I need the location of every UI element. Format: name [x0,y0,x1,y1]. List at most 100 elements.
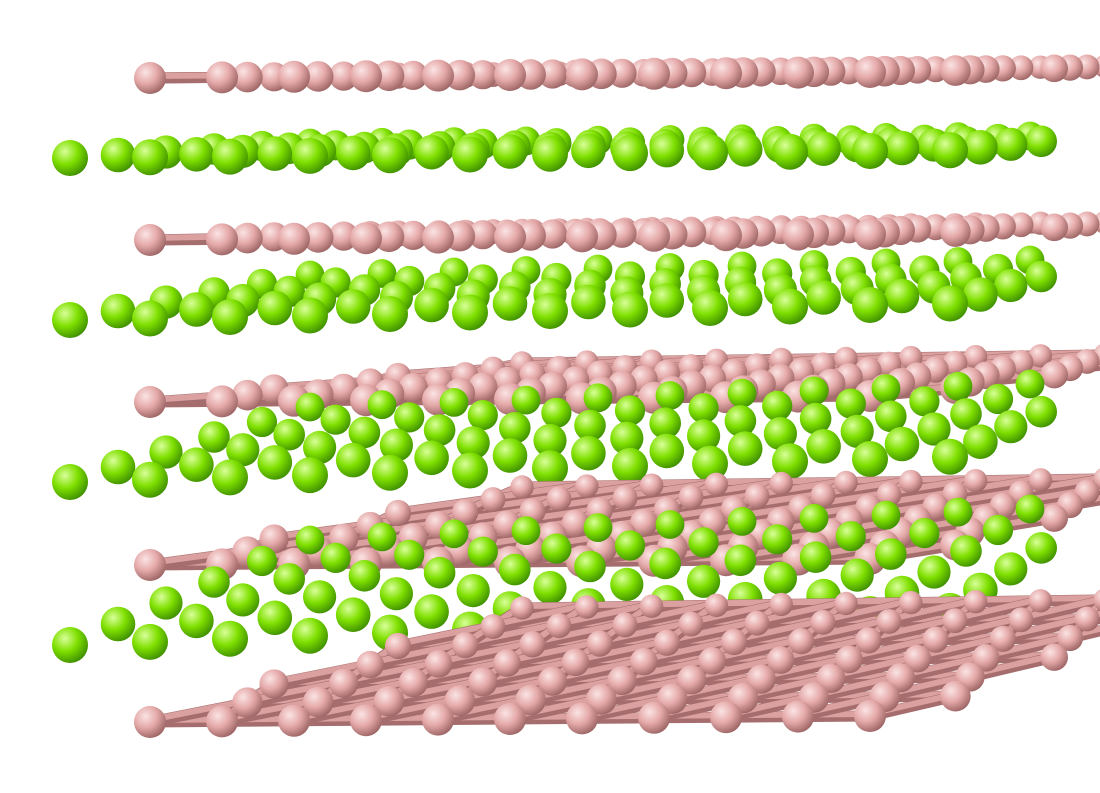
magnesium-atom [292,457,328,494]
boron-atom [835,645,863,674]
boron-atom [744,610,770,636]
magnesium-atom [932,438,968,475]
magnesium-atom [772,443,808,480]
magnesium-atom [871,500,901,530]
boron-atom [744,483,770,509]
boron-atom [302,222,334,253]
boron-atom [206,385,238,418]
boron-atom [575,595,599,619]
boron-atom [704,472,729,496]
magnesium-atom [762,390,793,421]
boron-atom [232,61,263,93]
boron-bond-highlight [688,655,784,681]
magnesium-atom [1025,532,1057,564]
magnesium-atom [257,136,293,171]
boron-atom [678,484,704,510]
boron-atom [782,218,814,251]
magnesium-atom [574,550,606,583]
boron-atom [575,474,599,498]
magnesium-atom [179,292,214,327]
boron-atom [278,60,310,93]
boron-atom [963,469,988,493]
boron-atom [638,57,670,90]
magnesium-atom [295,392,325,422]
magnesium-atom [917,412,951,446]
boron-bond-highlight [967,652,1058,678]
magnesium-atom [132,461,168,498]
boron-atom [630,508,658,537]
boron-atom [630,647,658,676]
boron-bond-highlight [598,674,695,701]
magnesium-layer [52,245,1057,338]
magnesium-atom [132,139,168,176]
boron-layer [134,54,1100,94]
magnesium-atom [414,594,449,629]
magnesium-atom [100,449,136,485]
magnesium-atom [533,570,567,605]
boron-bond-highlight [758,654,852,681]
magnesium-atom [367,390,397,420]
boron-atom [942,350,968,376]
boron-atom [398,373,428,403]
boron-atom [710,701,742,734]
magnesium-atom [571,435,606,471]
magnesium-atom [320,542,351,574]
boron-atom [698,647,726,675]
magnesium-atom [257,445,293,480]
boron-atom [444,685,476,717]
magnesium-atom [295,525,325,555]
magnesium-atom [799,541,832,573]
boron-atom [206,61,238,94]
boron-bond-highlight [754,598,849,625]
boron-atom [810,482,836,508]
boron-atom [232,222,263,254]
magnesium-atom [950,535,982,567]
boron-atom [677,665,707,695]
boron-atom [854,700,886,732]
boron-atom [720,628,748,656]
boron-atom [638,701,670,734]
magnesium-atom [852,441,888,477]
magnesium-atom [875,400,907,433]
magnesium-atom [372,454,408,491]
magnesium-atom [348,416,381,449]
boron-atom [398,220,428,250]
magnesium-atom [100,137,136,173]
magnesium-atom [614,530,646,561]
magnesium-atom [52,464,88,500]
magnesium-atom [212,299,248,335]
magnesium-atom [52,302,88,338]
boron-atom [384,499,412,527]
boron-atom [546,486,572,512]
boron-bond-highlight [827,653,921,680]
boron-bond-highlight [147,697,251,723]
boron-bond-highlight [777,635,872,662]
boron-atom [206,223,238,256]
boron-bond-highlight [456,676,556,702]
magnesium-atom [727,132,763,167]
boron-layer [134,589,1100,738]
magnesium-atom [612,135,648,172]
boron-atom [940,55,971,86]
magnesium-atom [649,433,685,469]
magnesium-atom [456,426,490,460]
magnesium-atom [212,459,248,496]
boron-atom [494,221,526,253]
magnesium-atom [273,563,306,595]
magnesium-atom [884,130,920,166]
boron-atom [566,58,598,91]
magnesium-atom [982,383,1014,415]
magnesium-atom [1015,494,1045,524]
magnesium-atom [692,445,728,482]
magnesium-atom [292,617,328,654]
boron-bond-highlight [556,601,655,627]
boron-bond-highlight [709,636,805,662]
boron-atom [373,221,405,253]
magnesium-atom [511,385,541,415]
magnesium-atom [452,294,488,331]
boron-atom [134,549,166,581]
boron-bond-highlight [504,638,603,665]
boron-atom [356,650,385,679]
magnesium-atom [100,606,136,642]
